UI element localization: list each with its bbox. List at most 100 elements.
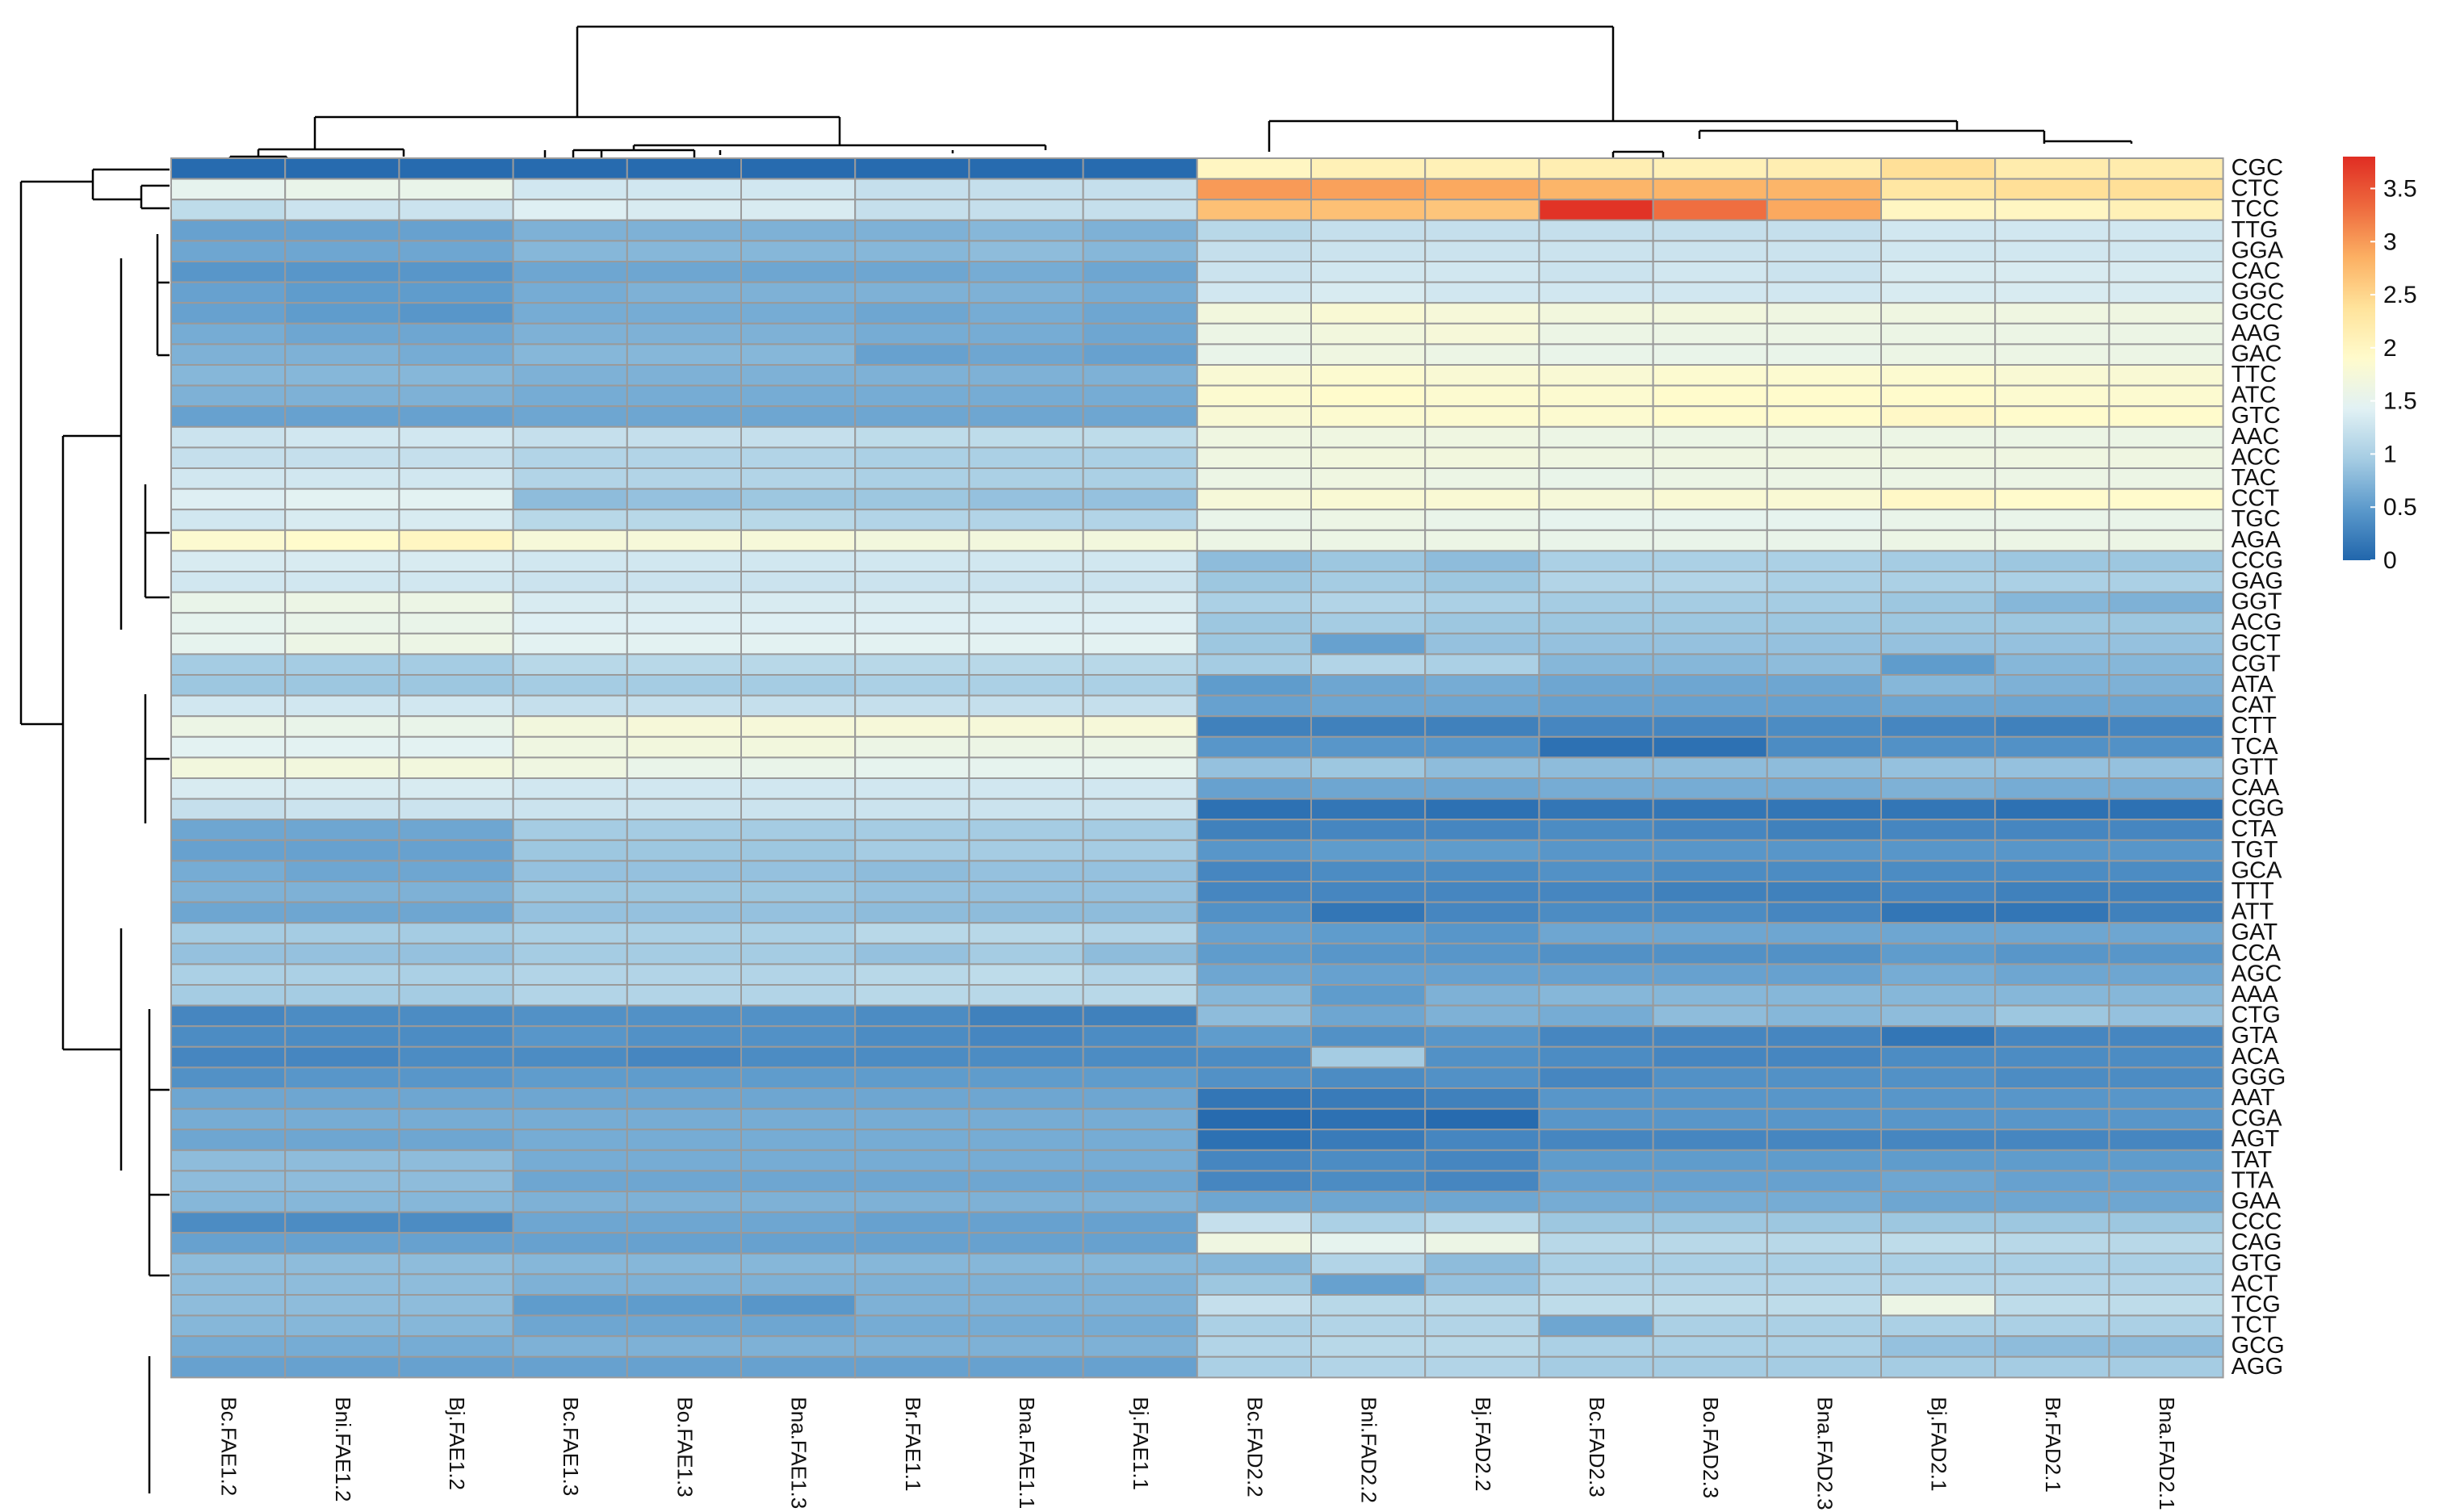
heatmap-cell xyxy=(2108,653,2224,676)
heatmap-cell xyxy=(398,219,514,242)
heatmap-cell xyxy=(1880,1066,1997,1090)
heatmap-cell xyxy=(1766,364,1883,387)
row-label: TCA xyxy=(2232,734,2279,760)
heatmap-cell xyxy=(1424,1066,1540,1090)
heatmap-cell xyxy=(398,550,514,573)
heatmap-cell xyxy=(1082,322,1198,346)
heatmap-cell xyxy=(1310,735,1427,759)
heatmap-cell xyxy=(740,261,857,283)
row-label: TAT xyxy=(2232,1147,2273,1173)
heatmap-cell xyxy=(1424,467,1540,490)
heatmap-cell xyxy=(284,1149,400,1172)
heatmap-cell xyxy=(854,901,970,924)
heatmap-cell xyxy=(1310,674,1427,697)
heatmap-cell xyxy=(1424,509,1540,531)
heatmap-cell xyxy=(1310,1025,1427,1048)
heatmap-cell xyxy=(1994,1004,2110,1028)
heatmap-cell xyxy=(1196,1191,1313,1213)
heatmap-cell xyxy=(284,777,400,800)
heatmap-cell xyxy=(854,1066,970,1090)
heatmap-cell xyxy=(398,322,514,346)
heatmap-cell xyxy=(1196,653,1313,676)
heatmap-cell xyxy=(1766,384,1883,408)
heatmap-cell xyxy=(1424,798,1540,821)
heatmap-cell xyxy=(1880,798,1997,821)
heatmap-cell xyxy=(626,1211,742,1234)
heatmap-cell xyxy=(1880,942,1997,965)
heatmap-cell xyxy=(740,281,857,304)
heatmap-cell xyxy=(512,632,628,655)
heatmap-cell xyxy=(2108,632,2224,655)
heatmap-cell xyxy=(1538,550,1654,573)
column-label: Bna.FAE1.1 xyxy=(1015,1397,1039,1509)
heatmap-cell xyxy=(512,839,628,862)
row-label: AAA xyxy=(2232,982,2279,1007)
heatmap-cell xyxy=(1082,425,1198,449)
heatmap-cell xyxy=(1766,612,1883,635)
heatmap-cell xyxy=(170,384,287,408)
heatmap-cell xyxy=(512,881,628,903)
heatmap-cell xyxy=(1310,1004,1427,1028)
heatmap-cell xyxy=(626,591,742,614)
heatmap-cell xyxy=(1082,1149,1198,1172)
heatmap-cell xyxy=(1538,1314,1654,1338)
heatmap-cell xyxy=(1082,1232,1198,1254)
heatmap-cell xyxy=(1652,571,1768,593)
heatmap-cell xyxy=(626,1335,742,1358)
heatmap-cell xyxy=(512,1129,628,1151)
heatmap-cell xyxy=(170,984,287,1007)
heatmap-cell xyxy=(398,302,514,325)
heatmap-cell xyxy=(512,674,628,697)
heatmap-cell xyxy=(398,425,514,449)
heatmap-cell xyxy=(1652,1252,1768,1275)
heatmap-cell xyxy=(512,715,628,738)
column-label: Br.FAD2.1 xyxy=(2041,1397,2065,1493)
heatmap-cell xyxy=(284,1108,400,1131)
heatmap-cell xyxy=(1424,1355,1540,1379)
heatmap-cell xyxy=(1196,571,1313,593)
heatmap-cell xyxy=(1424,1294,1540,1317)
heatmap-cell xyxy=(968,881,1084,903)
row-label: CTT xyxy=(2232,713,2278,739)
heatmap-cell xyxy=(512,1045,628,1069)
heatmap-cell xyxy=(398,1232,514,1254)
heatmap-cell xyxy=(740,446,857,470)
heatmap-cell xyxy=(1766,674,1883,697)
heatmap-cell xyxy=(2108,1232,2224,1254)
heatmap-cell xyxy=(2108,343,2224,366)
heatmap-cell xyxy=(1994,674,2110,697)
heatmap-cell xyxy=(2108,715,2224,738)
heatmap-cell xyxy=(968,674,1084,697)
heatmap-cell xyxy=(626,612,742,635)
heatmap-cell xyxy=(1196,777,1313,800)
heatmap-cell xyxy=(1310,963,1427,986)
heatmap-cell xyxy=(2108,881,2224,903)
heatmap-cell xyxy=(740,509,857,531)
heatmap-cell xyxy=(1880,550,1997,573)
heatmap-cell xyxy=(1766,405,1883,428)
heatmap-cell xyxy=(1424,1314,1540,1338)
heatmap-cell xyxy=(854,1129,970,1151)
heatmap-cell xyxy=(1310,467,1427,490)
heatmap-cell xyxy=(284,281,400,304)
row-labels: CGCCTCTCCTTGGGACACGGCGCCAAGGACTTCATCGTCA… xyxy=(2232,155,2286,1380)
heatmap-cell xyxy=(284,1232,400,1254)
heatmap-cell xyxy=(1880,178,1997,201)
heatmap-cell xyxy=(1994,425,2110,449)
heatmap-cell xyxy=(1424,612,1540,635)
heatmap-cell xyxy=(512,446,628,470)
heatmap-cell xyxy=(1538,632,1654,655)
heatmap-cell xyxy=(1310,901,1427,924)
heatmap-cell xyxy=(1766,240,1883,262)
heatmap-cell xyxy=(1994,653,2110,676)
heatmap-cell xyxy=(398,819,514,841)
heatmap-cell xyxy=(1196,963,1313,986)
heatmap-cell xyxy=(1310,343,1427,366)
heatmap-cell xyxy=(1424,157,1540,180)
row-label: AGA xyxy=(2232,527,2282,553)
heatmap-cell xyxy=(398,281,514,304)
heatmap-cell xyxy=(512,364,628,387)
heatmap-cell xyxy=(284,901,400,924)
heatmap-cell xyxy=(1196,199,1313,221)
heatmap-cell xyxy=(968,364,1084,387)
